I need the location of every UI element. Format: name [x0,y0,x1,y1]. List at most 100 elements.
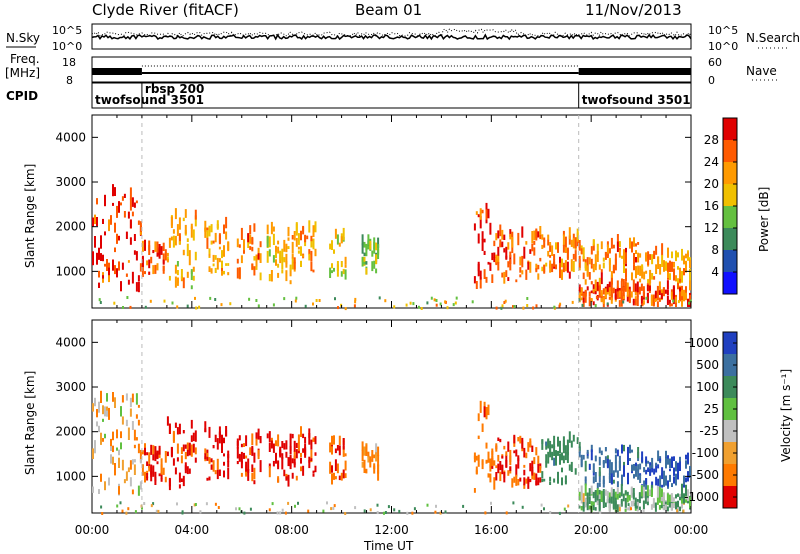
echo-cell [114,463,116,476]
echo-cell [344,269,347,280]
echo-cell [363,509,366,513]
freq-tick-top: 18 [62,56,76,69]
echo-cell [129,187,132,200]
echo-cell [253,480,256,485]
echo-cell [586,455,589,459]
echo-cell [333,472,335,480]
echo-cell [654,502,657,512]
echo-cell [188,448,191,456]
echo-cell [287,501,290,505]
echo-cell [127,211,130,219]
echo-cell [679,506,681,512]
echo-cell [568,227,571,240]
echo-cell [679,493,681,497]
echo-cell [100,432,102,445]
echo-cell [547,239,550,246]
echo-cell [393,508,396,512]
echo-cell [223,245,225,257]
echo-cell [525,478,528,484]
echo-cell [119,501,122,505]
echo-cell [106,393,108,402]
echo-cell [393,305,396,309]
echo-cell [549,448,552,458]
echo-cell [333,267,335,272]
echo-cell [537,273,540,280]
echo-cell [559,302,562,306]
echo-cell [108,219,110,232]
echo-cell [172,235,175,248]
echo-cell [513,434,516,444]
echo-cell [566,249,569,253]
echo-cell [214,255,217,260]
echo-cell [618,247,621,252]
echo-cell [251,246,254,252]
colorbar-tick-label: 8 [711,243,719,257]
echo-cell [331,446,333,455]
echo-cell [622,493,625,502]
echo-cell [499,239,502,248]
echo-cell [293,455,296,465]
echo-cell [387,505,390,509]
echo-cell [310,439,313,450]
echo-cell [113,301,116,305]
echo-cell [100,253,102,261]
echo-cell [277,240,280,245]
echo-cell [208,253,211,257]
echo-cell [240,460,243,469]
echo-cell [110,438,112,447]
echo-cell [661,467,664,476]
echo-cell [661,484,664,488]
echo-cell [300,452,302,458]
echo-cell [634,298,637,306]
echo-cell [293,262,296,270]
echo-cell [614,448,617,454]
echo-cell [658,497,661,503]
echo-cell [638,492,641,501]
colorbar-segment [723,376,737,399]
echo-cell [612,470,615,477]
echo-cell [616,280,619,292]
echo-cell [186,243,189,257]
colorbar-segment [723,332,737,355]
echo-cell [377,454,380,467]
echo-cell [505,451,508,456]
echo-cell [342,268,345,275]
echo-cell [661,243,664,256]
x-tick-label: 20:00 [574,523,609,537]
echo-cell [669,474,671,482]
nsearch-label: N.Search [746,31,800,45]
echo-cell [336,463,339,474]
echo-cell [513,450,516,454]
echo-cell [377,249,380,259]
echo-cell [539,477,542,483]
echo-cell [245,455,248,459]
echo-cell [186,238,189,242]
echo-cell [669,468,671,472]
echo-cell [342,227,345,241]
echo-cell [592,470,595,476]
echo-cell [653,468,656,475]
echo-cell [631,245,633,253]
echo-cell [310,449,313,463]
echo-cell [176,427,179,435]
echo-cell [376,503,379,507]
echo-cell [501,229,504,240]
echo-cell [667,247,669,258]
echo-cell [566,451,569,463]
velocity-echoes [92,320,691,515]
echo-cell [632,488,635,498]
echo-cell [681,271,683,283]
echo-cell [521,255,524,268]
echo-cell [650,487,653,497]
echo-cell [551,451,554,461]
echo-cell [604,252,607,260]
freq-band [578,68,691,75]
echo-cell [184,224,187,235]
echo-cell [511,237,514,248]
echo-cell [625,268,627,278]
echo-cell [588,505,591,510]
echo-cell [629,458,631,461]
echo-cell [618,492,621,496]
echo-cell [504,299,507,303]
echo-cell [192,275,195,281]
